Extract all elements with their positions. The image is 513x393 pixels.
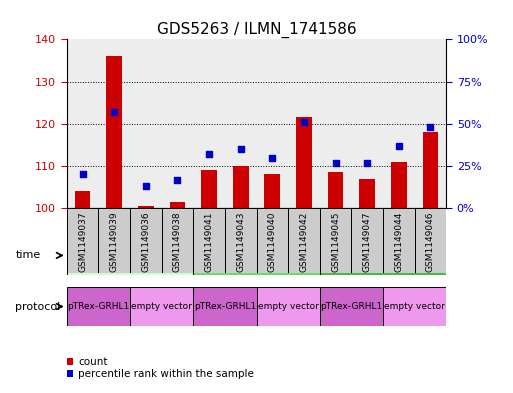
Text: hour 48: hour 48: [235, 250, 278, 261]
Bar: [74, 191, 90, 208]
Bar: [193, 39, 225, 208]
Text: GSM1149039: GSM1149039: [110, 211, 119, 272]
Bar: [415, 39, 446, 208]
Bar: [391, 162, 407, 208]
Bar: [288, 208, 320, 273]
Bar: [296, 118, 312, 208]
Point: [173, 176, 182, 183]
Bar: [67, 39, 98, 208]
Point: [110, 109, 118, 115]
Text: hour 24: hour 24: [108, 250, 152, 261]
Bar: [264, 174, 280, 208]
Bar: [359, 179, 375, 208]
Point: [142, 183, 150, 189]
Text: percentile rank within the sample: percentile rank within the sample: [78, 369, 254, 379]
Bar: [98, 208, 130, 273]
Bar: [138, 206, 154, 208]
Bar: [383, 208, 415, 273]
Text: empty vector: empty vector: [131, 302, 192, 311]
Bar: [328, 173, 344, 208]
Text: GSM1149040: GSM1149040: [268, 211, 277, 272]
Bar: [98, 39, 130, 208]
Bar: [256, 287, 320, 326]
Text: GSM1149037: GSM1149037: [78, 211, 87, 272]
Point: [236, 146, 245, 152]
Text: pTRex-GRHL1: pTRex-GRHL1: [194, 302, 256, 311]
Bar: [162, 39, 193, 208]
Text: GSM1149044: GSM1149044: [394, 211, 403, 272]
Bar: [193, 208, 225, 273]
Bar: [256, 208, 288, 273]
Text: GSM1149036: GSM1149036: [141, 211, 150, 272]
Bar: [193, 287, 256, 326]
Point: [300, 119, 308, 125]
Bar: [67, 287, 130, 326]
Bar: [225, 208, 256, 273]
Bar: [320, 236, 446, 275]
Bar: [320, 208, 351, 273]
Bar: [351, 39, 383, 208]
Point: [363, 160, 371, 166]
Point: [268, 154, 277, 161]
Bar: [415, 208, 446, 273]
Point: [205, 151, 213, 157]
Point: [426, 124, 435, 130]
Bar: [423, 132, 439, 208]
Bar: [256, 39, 288, 208]
Bar: [193, 236, 320, 275]
Title: GDS5263 / ILMN_1741586: GDS5263 / ILMN_1741586: [156, 22, 357, 38]
Bar: [320, 39, 351, 208]
Text: GSM1149046: GSM1149046: [426, 211, 435, 272]
Text: GSM1149042: GSM1149042: [300, 211, 308, 272]
Bar: [169, 202, 185, 208]
Text: hour 72: hour 72: [361, 250, 405, 261]
Text: pTRex-GRHL1: pTRex-GRHL1: [67, 302, 129, 311]
Text: GSM1149043: GSM1149043: [236, 211, 245, 272]
Bar: [233, 166, 249, 208]
Text: pTRex-GRHL1: pTRex-GRHL1: [320, 302, 383, 311]
Bar: [130, 208, 162, 273]
Text: GSM1149047: GSM1149047: [363, 211, 372, 272]
Bar: [67, 208, 98, 273]
Bar: [383, 287, 446, 326]
Bar: [67, 236, 193, 275]
Text: empty vector: empty vector: [258, 302, 319, 311]
Bar: [383, 39, 415, 208]
Point: [331, 160, 340, 166]
Text: GSM1149038: GSM1149038: [173, 211, 182, 272]
Point: [394, 143, 403, 149]
Text: empty vector: empty vector: [384, 302, 445, 311]
Text: GSM1149041: GSM1149041: [205, 211, 213, 272]
Bar: [106, 56, 122, 208]
Bar: [130, 287, 193, 326]
Text: count: count: [78, 357, 108, 367]
Bar: [162, 208, 193, 273]
Bar: [225, 39, 256, 208]
Bar: [288, 39, 320, 208]
Bar: [130, 39, 162, 208]
Bar: [320, 287, 383, 326]
Point: [78, 171, 87, 178]
Bar: [201, 170, 217, 208]
Text: protocol: protocol: [15, 301, 61, 312]
Bar: [351, 208, 383, 273]
Text: GSM1149045: GSM1149045: [331, 211, 340, 272]
Text: time: time: [15, 250, 41, 261]
